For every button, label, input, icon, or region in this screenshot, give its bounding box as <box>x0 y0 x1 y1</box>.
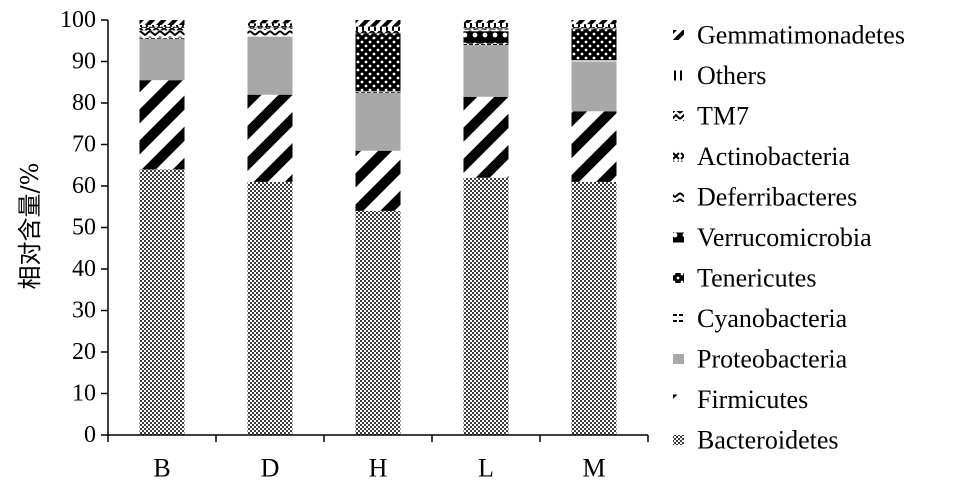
bar-segment-cyanobacteria-b <box>139 37 185 39</box>
legend-swatch-firmicutes <box>673 394 684 405</box>
y-tick-label: 70 <box>72 132 96 158</box>
y-tick-label: 60 <box>72 173 96 199</box>
legend-label-firmicutes: Firmicutes <box>697 385 808 414</box>
legend-swatch-tenericutes <box>673 273 684 283</box>
y-axis: 0 10 20 30 40 50 60 70 80 90 100 <box>60 7 108 448</box>
bar-segment-bacteroidetes-h <box>355 210 401 435</box>
y-tick-label: 30 <box>72 298 96 324</box>
bar-segment-cyanobacteria-h <box>355 91 401 93</box>
bar-segment-others-d <box>247 23 293 26</box>
bar-segment-cyanobacteria-d <box>247 35 293 37</box>
legend-swatch-deferribacteres <box>673 192 684 202</box>
legend-swatch-gemmatimonadetes <box>673 30 684 40</box>
bar-segment-firmicutes-d <box>247 94 293 182</box>
bar-segment-bacteroidetes-d <box>247 181 293 435</box>
bar-segment-gemmatimonadetes-l <box>463 20 509 23</box>
bar-segment-actinobacteria-b <box>139 27 185 31</box>
bar-segment-proteobacteria-h <box>355 92 401 151</box>
x-tick-label: M <box>582 454 605 483</box>
bar-segment-verrucomicrobia-l <box>463 31 509 44</box>
bar-segment-proteobacteria-m <box>571 61 617 112</box>
legend-swatch-cyanobacteria <box>673 313 684 324</box>
bar-segment-gemmatimonadetes-b <box>139 20 185 25</box>
legend-label-gemmatimonadetes: Gemmatimonadetes <box>697 21 905 50</box>
legend-label-tenericutes: Tenericutes <box>697 264 816 293</box>
bar-segment-tm7-d <box>247 25 293 28</box>
legend-label-deferribacteres: Deferribacteres <box>697 183 857 212</box>
legend-label-actinobacteria: Actinobacteria <box>697 142 850 171</box>
bar-segment-gemmatimonadetes-m <box>571 20 617 25</box>
bar-segment-tm7-h <box>355 30 401 34</box>
bar-segment-bacteroidetes-l <box>463 177 509 435</box>
bars <box>139 20 617 435</box>
bar-segment-proteobacteria-d <box>247 36 293 95</box>
y-tick-label: 50 <box>72 215 96 241</box>
bar-segment-tenericutes-h <box>355 33 401 92</box>
bar-segment-actinobacteria-m <box>571 28 617 30</box>
bar-segment-deferribacteres-d <box>247 28 293 36</box>
y-tick-label: 0 <box>84 422 96 448</box>
bar-segment-proteobacteria-l <box>463 44 509 97</box>
x-tick-label: H <box>369 454 388 483</box>
legend-swatch-actinobacteria <box>673 151 684 162</box>
legend-label-proteobacteria: Proteobacteria <box>697 345 848 374</box>
bar-segment-actinobacteria-l <box>463 28 509 30</box>
x-tick-label: D <box>261 454 280 483</box>
axes <box>107 20 649 442</box>
bar-segment-bacteroidetes-b <box>139 169 185 435</box>
bar-segment-gemmatimonadetes-d <box>247 20 293 24</box>
legend-label-others: Others <box>697 61 766 90</box>
legend-swatch-proteobacteria <box>673 354 684 364</box>
y-tick-label: 100 <box>60 7 96 33</box>
bar-segment-deferribacteres-l <box>463 29 509 32</box>
y-tick-label: 90 <box>72 49 96 75</box>
y-tick-label: 80 <box>72 90 96 116</box>
legend-swatch-verrucomicrobia <box>673 232 684 243</box>
bar-segment-others-b <box>139 24 185 27</box>
bar-segment-proteobacteria-b <box>139 38 185 81</box>
legend-swatch-others <box>673 70 684 81</box>
legend: Gemmatimonadetes Others TM7 Actinobacteria D… <box>673 21 905 455</box>
bar-segment-others-h <box>355 26 401 31</box>
bar-segment-firmicutes-l <box>463 96 509 178</box>
bar-segment-firmicutes-b <box>139 80 185 170</box>
bar-segment-tm7-m <box>571 27 617 29</box>
legend-swatch-bacteroidetes <box>673 435 684 445</box>
legend-label-verrucomicrobia: Verrucomicrobia <box>697 223 872 252</box>
legend-label-cyanobacteria: Cyanobacteria <box>697 304 848 333</box>
bar-segment-tm7-b <box>139 26 185 28</box>
legend-label-bacteroidetes: Bacteroidetes <box>697 426 839 455</box>
bar-segment-others-l <box>463 22 509 28</box>
x-tick-label: L <box>478 454 494 483</box>
y-tick-label: 10 <box>72 381 96 407</box>
x-tick-label: B <box>153 454 170 483</box>
bar-segment-others-m <box>571 24 617 28</box>
y-tick-label: 20 <box>72 339 96 365</box>
legend-swatch-tm7 <box>673 111 684 121</box>
bar-segment-gemmatimonadetes-h <box>355 20 401 27</box>
bar-segment-tm7-l <box>463 27 509 29</box>
bar-segment-tenericutes-m <box>571 29 617 61</box>
bar-segment-cyanobacteria-l <box>463 43 509 45</box>
bar-segment-cyanobacteria-m <box>571 60 617 62</box>
bar-segment-firmicutes-m <box>571 111 617 182</box>
legend-label-tm7: TM7 <box>697 102 749 131</box>
bar-segment-actinobacteria-d <box>247 27 293 29</box>
bar-segment-bacteroidetes-m <box>571 181 617 435</box>
bar-segment-deferribacteres-b <box>139 30 185 38</box>
y-tick-label: 40 <box>72 256 96 282</box>
bar-segment-firmicutes-h <box>355 150 401 211</box>
y-axis-label: 相对含量/% <box>16 163 44 290</box>
